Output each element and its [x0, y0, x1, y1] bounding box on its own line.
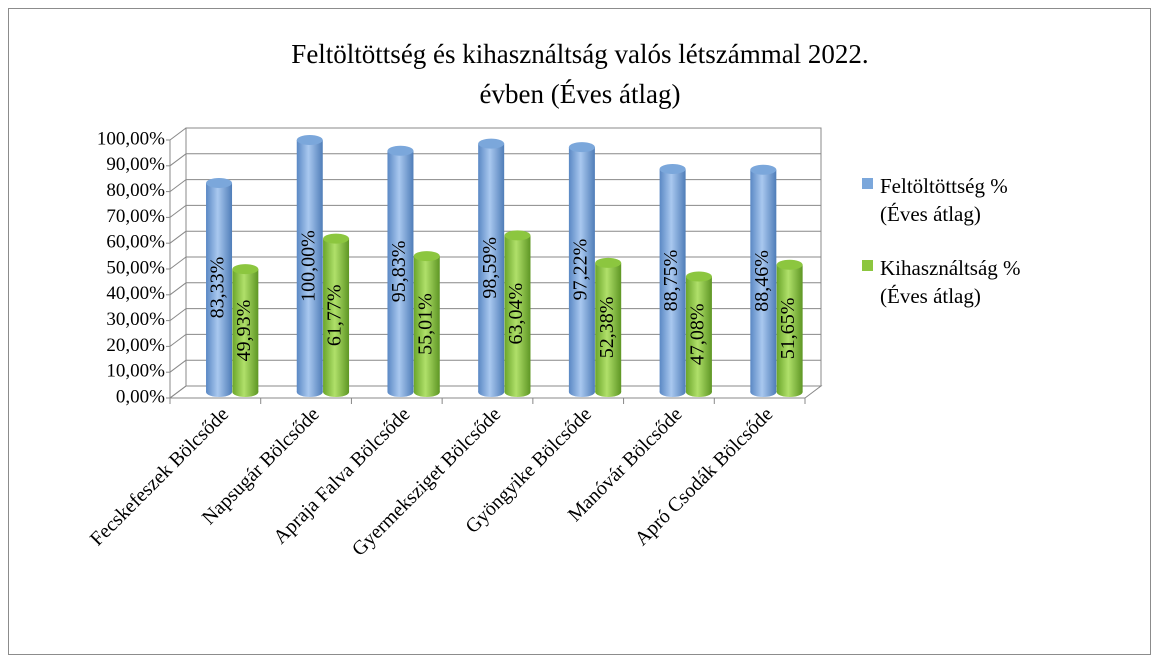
bar-top: [504, 230, 531, 241]
bar-base: [685, 387, 712, 397]
value-label: 98,59%: [479, 237, 501, 299]
bar-top: [595, 257, 622, 268]
value-label: 83,33%: [207, 257, 229, 319]
y-tick-label: 60,00%: [106, 232, 165, 253]
value-label: 95,83%: [388, 241, 410, 303]
bar-top: [685, 271, 712, 282]
bar-body: [296, 140, 323, 392]
bar: [387, 145, 414, 397]
grid-line: [169, 385, 187, 399]
bar-base: [413, 387, 440, 397]
grid-line: [169, 308, 187, 322]
value-label: 49,93%: [233, 300, 255, 362]
bar-top: [478, 138, 505, 149]
value-label: 88,46%: [751, 250, 773, 312]
bar-base: [296, 387, 323, 397]
bar-body: [232, 269, 259, 392]
bar-base: [478, 387, 505, 397]
y-tick-label: 50,00%: [106, 257, 165, 278]
y-tick-label: 0,00%: [116, 386, 165, 407]
bar-top: [323, 233, 350, 244]
value-label: 63,04%: [505, 283, 527, 345]
bar-body: [750, 169, 777, 392]
bar: [413, 251, 440, 397]
grid-line: [169, 179, 187, 193]
bar: [685, 271, 712, 397]
y-tick-label: 70,00%: [106, 206, 165, 227]
grid-line: [169, 359, 187, 373]
bar-top: [568, 142, 595, 153]
bar: [323, 233, 350, 397]
bar: [232, 264, 259, 397]
y-tick-label: 20,00%: [106, 335, 165, 356]
bar: [595, 257, 622, 397]
bar-top: [659, 164, 686, 175]
bar-base: [659, 387, 686, 397]
value-label: 52,38%: [596, 297, 618, 359]
bar-body: [659, 169, 686, 392]
value-label: 55,01%: [414, 293, 436, 355]
bar: [568, 142, 595, 397]
bar: [659, 164, 686, 397]
value-label: 47,08%: [687, 303, 709, 365]
legend-label: Kihasználtság % (Éves átlag): [880, 256, 1021, 308]
y-tick-label: 90,00%: [106, 154, 165, 175]
bar-top: [232, 264, 259, 275]
bar-body: [413, 256, 440, 392]
bar: [504, 230, 531, 397]
y-tick-label: 30,00%: [106, 309, 165, 330]
grid-line: [169, 127, 187, 141]
bar-base: [776, 387, 803, 397]
bar: [478, 138, 505, 397]
value-label: 100,00%: [297, 230, 319, 302]
bar-top: [750, 164, 777, 175]
bar-base: [232, 387, 259, 397]
bar-top: [206, 178, 233, 189]
bar-body: [387, 150, 414, 392]
bar-top: [296, 135, 323, 145]
bar-top: [387, 145, 414, 156]
chart-title: Feltöltöttség és kihasználtság valós lét…: [291, 39, 869, 109]
grid-line: [169, 153, 187, 167]
bar-body: [685, 276, 712, 392]
bar-body: [568, 147, 595, 392]
bar-body: [595, 262, 622, 392]
bar-base: [750, 387, 777, 397]
y-tick-label: 10,00%: [106, 361, 165, 382]
bar-base: [568, 387, 595, 397]
bar-top: [776, 259, 803, 270]
bar: [296, 135, 323, 397]
bar: [206, 178, 233, 397]
grid-line: [169, 230, 187, 244]
bar-body: [478, 143, 505, 392]
y-tick-label: 80,00%: [106, 180, 165, 201]
bar-base: [504, 387, 531, 397]
bar: [776, 259, 803, 397]
value-label: 51,65%: [777, 298, 799, 360]
bar-top: [413, 251, 440, 262]
value-label: 61,77%: [324, 284, 346, 346]
bar-base: [323, 387, 350, 397]
bar: [750, 164, 777, 397]
legend-swatch: [862, 178, 873, 189]
bar-base: [206, 387, 233, 397]
legend-swatch: [862, 260, 873, 271]
bar-base: [387, 387, 414, 397]
value-label: 97,22%: [569, 239, 591, 301]
bar-body: [504, 235, 531, 392]
bar-body: [206, 183, 233, 392]
bar-body: [776, 264, 803, 392]
bar-base: [595, 387, 622, 397]
grid-line: [169, 204, 187, 218]
legend-label: Feltöltöttség % (Éves átlag): [880, 174, 1008, 226]
y-tick-label: 40,00%: [106, 283, 165, 304]
y-tick-label: 100,00%: [97, 128, 165, 149]
value-label: 88,75%: [660, 250, 682, 312]
grid-line: [169, 256, 187, 270]
bar-body: [323, 238, 350, 392]
grid-line: [169, 333, 187, 347]
grid-line: [169, 282, 187, 296]
